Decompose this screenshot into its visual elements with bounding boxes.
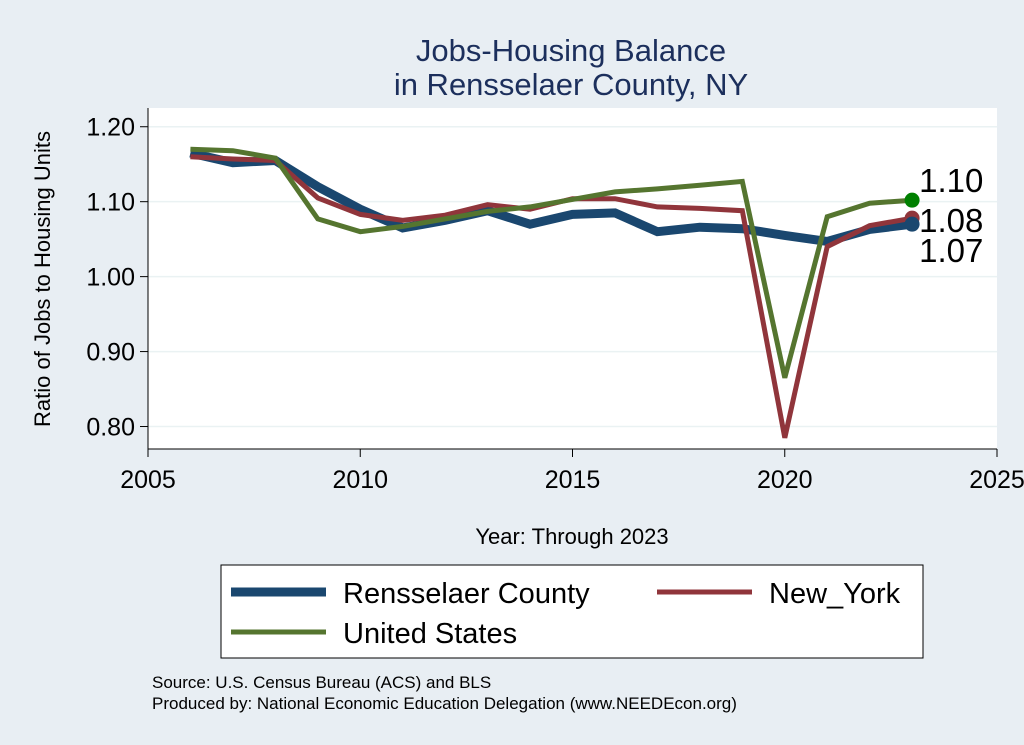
end-label-rensselaer-county: 1.07 <box>919 232 983 269</box>
producer-note: Produced by: National Economic Education… <box>152 694 737 713</box>
axes: 0.80 0.90 1.00 1.10 1.20 2005 2010 2015 2020 2025 <box>86 108 1024 494</box>
end-label-new-york: 1.08 <box>919 202 983 239</box>
legend: Rensselaer County New_York United States <box>220 564 924 659</box>
end-markers <box>904 192 920 232</box>
y-tick-label: 0.80 <box>86 414 135 442</box>
x-tick-label: 2020 <box>757 466 813 494</box>
y-tick-label: 1.10 <box>86 189 135 217</box>
x-tick-label: 2005 <box>120 466 176 494</box>
plot-area: 0.80 0.90 1.00 1.10 1.20 2005 2010 2015 2020 2025… <box>86 108 1024 494</box>
legend-label-united-states: United States <box>343 618 517 650</box>
y-tick-label: 0.90 <box>86 339 135 367</box>
x-tick-label: 2025 <box>969 466 1024 494</box>
chart-subtitle: in Rensselaer County, NY <box>394 67 748 102</box>
legend-label-rensselaer-county: Rensselaer County <box>343 578 590 610</box>
x-tick-label: 2010 <box>332 466 388 494</box>
legend-label-new-york: New_York <box>769 578 901 610</box>
gridlines <box>148 125 997 428</box>
y-tick-label: 1.20 <box>86 114 135 142</box>
end-marker-united-states <box>904 192 920 208</box>
series-lines <box>189 146 913 439</box>
chart-title: Jobs-Housing Balance <box>416 33 726 68</box>
y-axis-label: Ratio of Jobs to Housing Units <box>30 131 55 427</box>
x-tick-label: 2015 <box>545 466 601 494</box>
end-labels: 1.071.081.10 <box>919 162 983 269</box>
legend-box <box>220 564 924 659</box>
y-tick-label: 1.00 <box>86 264 135 292</box>
end-marker-rensselaer-county <box>904 216 920 232</box>
source-note: Source: U.S. Census Bureau (ACS) and BLS <box>152 673 491 692</box>
x-axis-label: Year: Through 2023 <box>475 524 668 549</box>
series-line-rensselaer-county <box>189 148 913 246</box>
end-label-united-states: 1.10 <box>919 162 983 199</box>
series-line-united-states <box>190 146 913 379</box>
